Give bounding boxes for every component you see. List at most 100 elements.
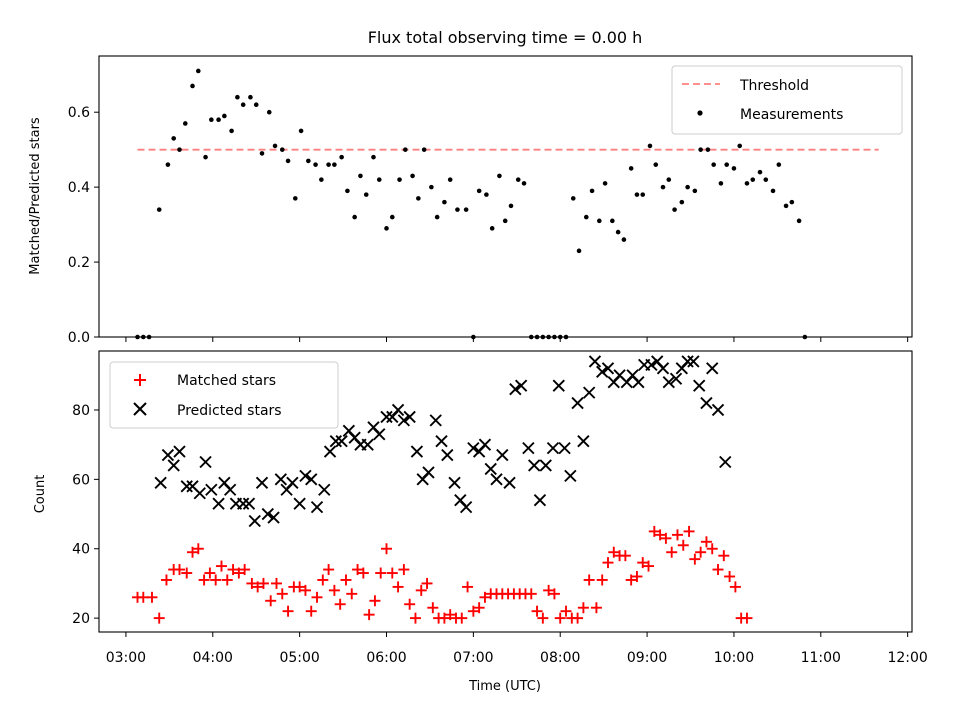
predicted-star-point — [503, 476, 516, 489]
predicted-star-point — [583, 386, 596, 399]
predicted-star-point — [478, 438, 492, 451]
measurement-point — [293, 196, 298, 201]
predicted-star-point — [242, 497, 256, 510]
measurement-point — [326, 162, 331, 167]
matched-star-point — [323, 564, 335, 576]
matched-star-point — [537, 612, 549, 624]
predicted-star-point — [335, 435, 348, 448]
predicted-star-point — [441, 448, 454, 462]
matched-star-point — [462, 581, 474, 593]
predicted-star-point — [237, 497, 250, 510]
matched-star-point — [467, 605, 479, 617]
matched-star-point — [583, 574, 595, 586]
predicted-star-point — [558, 441, 571, 455]
top-y-tick-label: 0.0 — [68, 330, 90, 346]
matched-star-point — [409, 612, 421, 624]
matched-star-point — [270, 577, 282, 589]
bottom-axes-frame — [98, 350, 913, 633]
matched-star-point — [543, 584, 555, 596]
predicted-star-point — [429, 414, 442, 427]
predicted-star-point — [484, 462, 497, 476]
predicted-star-point — [274, 473, 287, 486]
measurement-point — [602, 181, 608, 186]
predicted-star-point — [669, 372, 683, 385]
matched-star-point — [294, 581, 306, 593]
legend-threshold-label: Threshold — [739, 78, 809, 94]
predicted-star-point — [361, 438, 374, 451]
predicted-star-point — [496, 448, 509, 462]
measurement-point — [384, 226, 389, 231]
measurement-point — [597, 218, 602, 224]
predicted-star-point — [329, 435, 343, 448]
measurement-point — [253, 102, 259, 108]
top-y-tick-label: 0.4 — [68, 180, 90, 196]
measurement-point — [190, 83, 195, 89]
predicted-star-point — [514, 379, 528, 392]
measurement-point — [763, 177, 769, 182]
matched-star-point — [375, 567, 387, 579]
measurement-point — [660, 184, 666, 190]
measurement-point — [248, 94, 253, 100]
top-y-tick-label: 0.2 — [68, 255, 90, 271]
matched-star-point — [444, 609, 456, 621]
matched-star-point — [700, 536, 712, 548]
matched-star-point — [689, 553, 701, 565]
matched-star-point — [608, 546, 620, 558]
measurement-point — [589, 188, 595, 194]
predicted-star-point — [656, 362, 670, 375]
matched-star-point — [438, 612, 450, 624]
matched-star-point — [671, 529, 683, 541]
matched-star-point — [590, 602, 602, 614]
matched-star-point — [334, 598, 346, 610]
legend-predicted-label: Predicted stars — [177, 403, 282, 419]
top-panel: Flux total observing time = 0.00 h 0.00.… — [28, 28, 913, 346]
matched-star-point — [363, 609, 375, 621]
bottom-panel: 20 40 60 80 03:00 04:00 05:00 06:00 07:00 08:00 09… — [33, 350, 928, 694]
matched-star-point — [392, 581, 404, 593]
measurement-point — [358, 173, 363, 179]
matched-star-point — [648, 525, 660, 537]
matched-star-point — [421, 577, 433, 589]
predicted-star-point — [223, 483, 237, 496]
predicted-star-point — [286, 476, 299, 489]
measurement-point — [434, 214, 440, 220]
measurement-point — [776, 162, 782, 167]
predicted-star-point — [212, 497, 225, 510]
predicted-star-point — [448, 476, 461, 489]
matched-star-point — [683, 525, 695, 537]
measurement-point — [685, 184, 690, 190]
predicted-star-point — [632, 376, 645, 389]
matched-star-point — [427, 602, 439, 614]
matched-star-point — [317, 574, 329, 586]
matched-star-point — [677, 539, 689, 551]
predicted-star-point — [154, 476, 167, 489]
matched-star-point — [265, 595, 277, 607]
predicted-star-point — [403, 410, 416, 424]
measurement-point — [724, 162, 730, 167]
measurement-point — [442, 199, 447, 205]
measurement-point — [455, 207, 460, 212]
measurement-point — [653, 162, 659, 167]
matched-star-point — [386, 567, 398, 579]
predicted-star-point — [422, 466, 435, 479]
matched-star-point — [729, 581, 741, 593]
measurement-point — [222, 113, 227, 119]
matched-star-point — [160, 574, 172, 586]
predicted-star-point — [706, 362, 719, 375]
measurement-point — [279, 147, 285, 152]
measurement-point — [371, 154, 376, 160]
measurement-point — [521, 181, 527, 186]
matched-star-point — [718, 550, 730, 562]
matched-star-point — [548, 588, 560, 600]
top-legend-box — [671, 65, 903, 135]
measurement-point — [679, 199, 685, 205]
x-tick-label: 11:00 — [801, 650, 841, 666]
measurement-point — [240, 102, 246, 108]
measurement-point — [698, 147, 703, 152]
measurement-point — [610, 218, 615, 224]
predicted-star-point — [687, 355, 700, 368]
measurement-point — [352, 214, 357, 220]
predicted-star-point — [546, 441, 560, 455]
matched-star-point — [456, 612, 468, 624]
